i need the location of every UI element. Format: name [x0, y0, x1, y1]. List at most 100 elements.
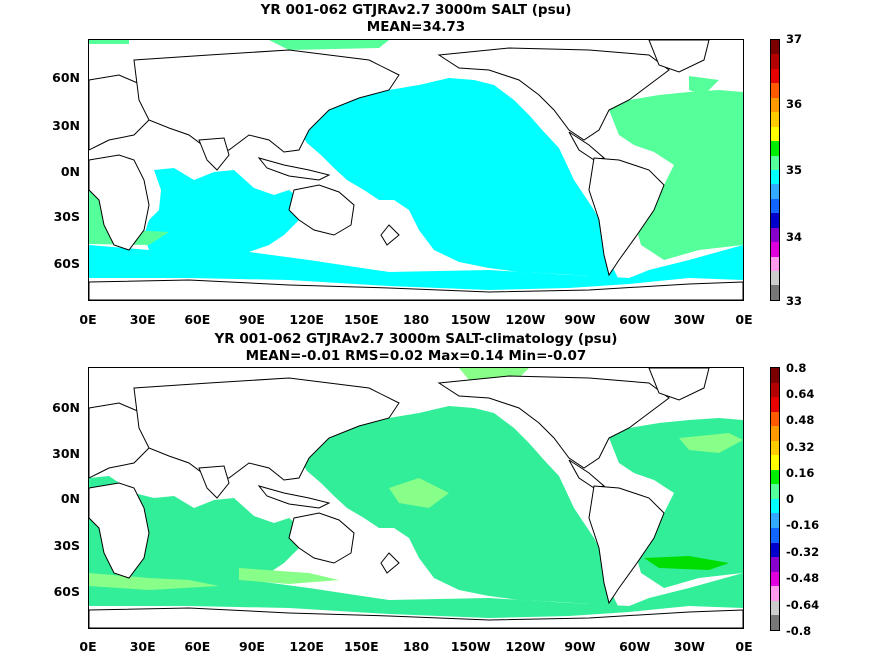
panel-title-line2: MEAN=-0.01 RMS=0.02 Max=0.14 Min=-0.07	[245, 348, 587, 364]
colorbar-swatch	[771, 227, 779, 243]
colorbar-swatch	[771, 440, 779, 456]
lon-label: 150W	[450, 312, 491, 327]
colorbar-swatch	[771, 198, 779, 214]
colorbar-label: -0.64	[786, 598, 820, 612]
colorbar-swatch	[771, 542, 779, 558]
land-masses	[89, 40, 743, 300]
colorbar-label: 0.8	[786, 361, 807, 375]
colorbar-label: 35	[786, 163, 803, 177]
colorbar-swatch	[771, 83, 779, 98]
colorbar-swatch	[771, 382, 779, 398]
lon-label: 0E	[735, 312, 753, 327]
colorbar-swatch	[771, 426, 779, 441]
colorbar-swatch	[771, 242, 779, 257]
lon-label: 90E	[239, 312, 265, 327]
colorbar-label: 0.16	[786, 466, 815, 480]
lon-label: 0E	[79, 639, 97, 654]
colorbar-swatch	[771, 411, 779, 427]
colorbar-swatch	[771, 571, 779, 587]
lon-label: 0E	[735, 639, 753, 654]
land-masses	[89, 368, 743, 628]
colorbar-swatch	[771, 213, 779, 228]
colorbar-swatch	[771, 513, 779, 529]
colorbar-swatch	[771, 271, 779, 286]
colorbar-swatch	[771, 169, 779, 185]
colorbar-swatch	[771, 256, 779, 271]
salinity-panel: YR 001-062 GTJRAv2.7 3000m SALT (psu) ME…	[52, 2, 803, 327]
lon-label: 180	[402, 312, 430, 327]
colorbar-label: -0.8	[786, 624, 812, 638]
lon-label: 60E	[184, 639, 211, 654]
colorbar-swatch	[771, 397, 779, 412]
colorbar-swatch	[771, 68, 779, 84]
lat-label: 60N	[52, 70, 80, 85]
lon-label: 30W	[673, 639, 705, 654]
lon-label: 90W	[564, 312, 596, 327]
colorbar-swatch	[771, 40, 779, 55]
lon-label: 120E	[289, 312, 324, 327]
lon-label: 30E	[129, 312, 156, 327]
colorbar	[770, 367, 780, 631]
colorbar-swatch	[771, 184, 779, 199]
ocean-field	[89, 40, 743, 290]
colorbar-label: 0.32	[786, 440, 815, 454]
lon-label: 60E	[184, 312, 211, 327]
lon-label: 0E	[79, 312, 97, 327]
colorbar-swatch	[771, 141, 779, 156]
colorbar-swatch	[771, 455, 779, 470]
colorbar-swatch	[771, 469, 779, 485]
colorbar-swatch	[771, 498, 779, 514]
lon-label: 60W	[619, 312, 651, 327]
colorbar-swatch	[771, 155, 779, 170]
colorbar-swatch	[771, 528, 779, 543]
colorbar-swatch	[771, 112, 779, 127]
panel-title-line2: MEAN=34.73	[366, 19, 466, 35]
lon-label: 30W	[673, 312, 705, 327]
colorbar-swatch	[771, 54, 779, 69]
lon-label: 120W	[505, 639, 546, 654]
colorbar-label: -0.16	[786, 518, 820, 532]
panel-title-line1: YR 001-062 GTJRAv2.7 3000m SALT (psu)	[260, 2, 572, 18]
colorbar-label: 0.64	[786, 387, 815, 401]
salinity-anomaly-panel: YR 001-062 GTJRAv2.7 3000m SALT-climatol…	[0, 328, 875, 656]
lon-label: 30E	[129, 639, 156, 654]
salinity-map	[88, 39, 744, 301]
colorbar-label: 37	[786, 32, 803, 46]
colorbar-swatch	[771, 600, 779, 616]
lat-label: 30S	[53, 209, 80, 224]
colorbar-swatch	[771, 615, 779, 630]
lon-label: 90E	[239, 639, 265, 654]
colorbar-label: -0.32	[786, 545, 820, 559]
lon-label: 90W	[564, 639, 596, 654]
lat-label: 30N	[52, 118, 80, 133]
lat-label: 30N	[52, 446, 80, 461]
colorbar-swatch	[771, 557, 779, 572]
lon-label: 120W	[505, 312, 546, 327]
colorbar-swatch	[771, 586, 779, 601]
lon-label: 60W	[619, 639, 651, 654]
lat-label: 60S	[53, 584, 80, 599]
panel-title-line1: YR 001-062 GTJRAv2.7 3000m SALT-climatol…	[214, 331, 618, 347]
colorbar-label: 0	[786, 492, 795, 506]
colorbar-label: -0.48	[786, 571, 820, 585]
colorbar-label: 33	[786, 294, 803, 308]
lon-label: 120E	[289, 639, 324, 654]
lat-label: 60N	[52, 400, 80, 415]
lat-label: 0N	[60, 491, 80, 506]
lon-label: 150E	[344, 639, 379, 654]
lat-label: 30S	[53, 538, 80, 553]
colorbar-label: 0.48	[786, 413, 815, 427]
lat-label: 0N	[60, 164, 80, 179]
colorbar-swatch	[771, 368, 779, 383]
colorbar	[770, 39, 780, 301]
colorbar-swatch	[771, 126, 779, 142]
colorbar-swatch	[771, 97, 779, 113]
colorbar-label: 36	[786, 97, 803, 111]
lon-label: 150W	[450, 639, 491, 654]
colorbar-swatch	[771, 285, 779, 300]
lon-label: 150E	[344, 312, 379, 327]
colorbar-swatch	[771, 484, 779, 499]
lat-label: 60S	[53, 256, 80, 271]
lon-label: 180	[402, 639, 430, 654]
colorbar-label: 34	[786, 230, 803, 244]
